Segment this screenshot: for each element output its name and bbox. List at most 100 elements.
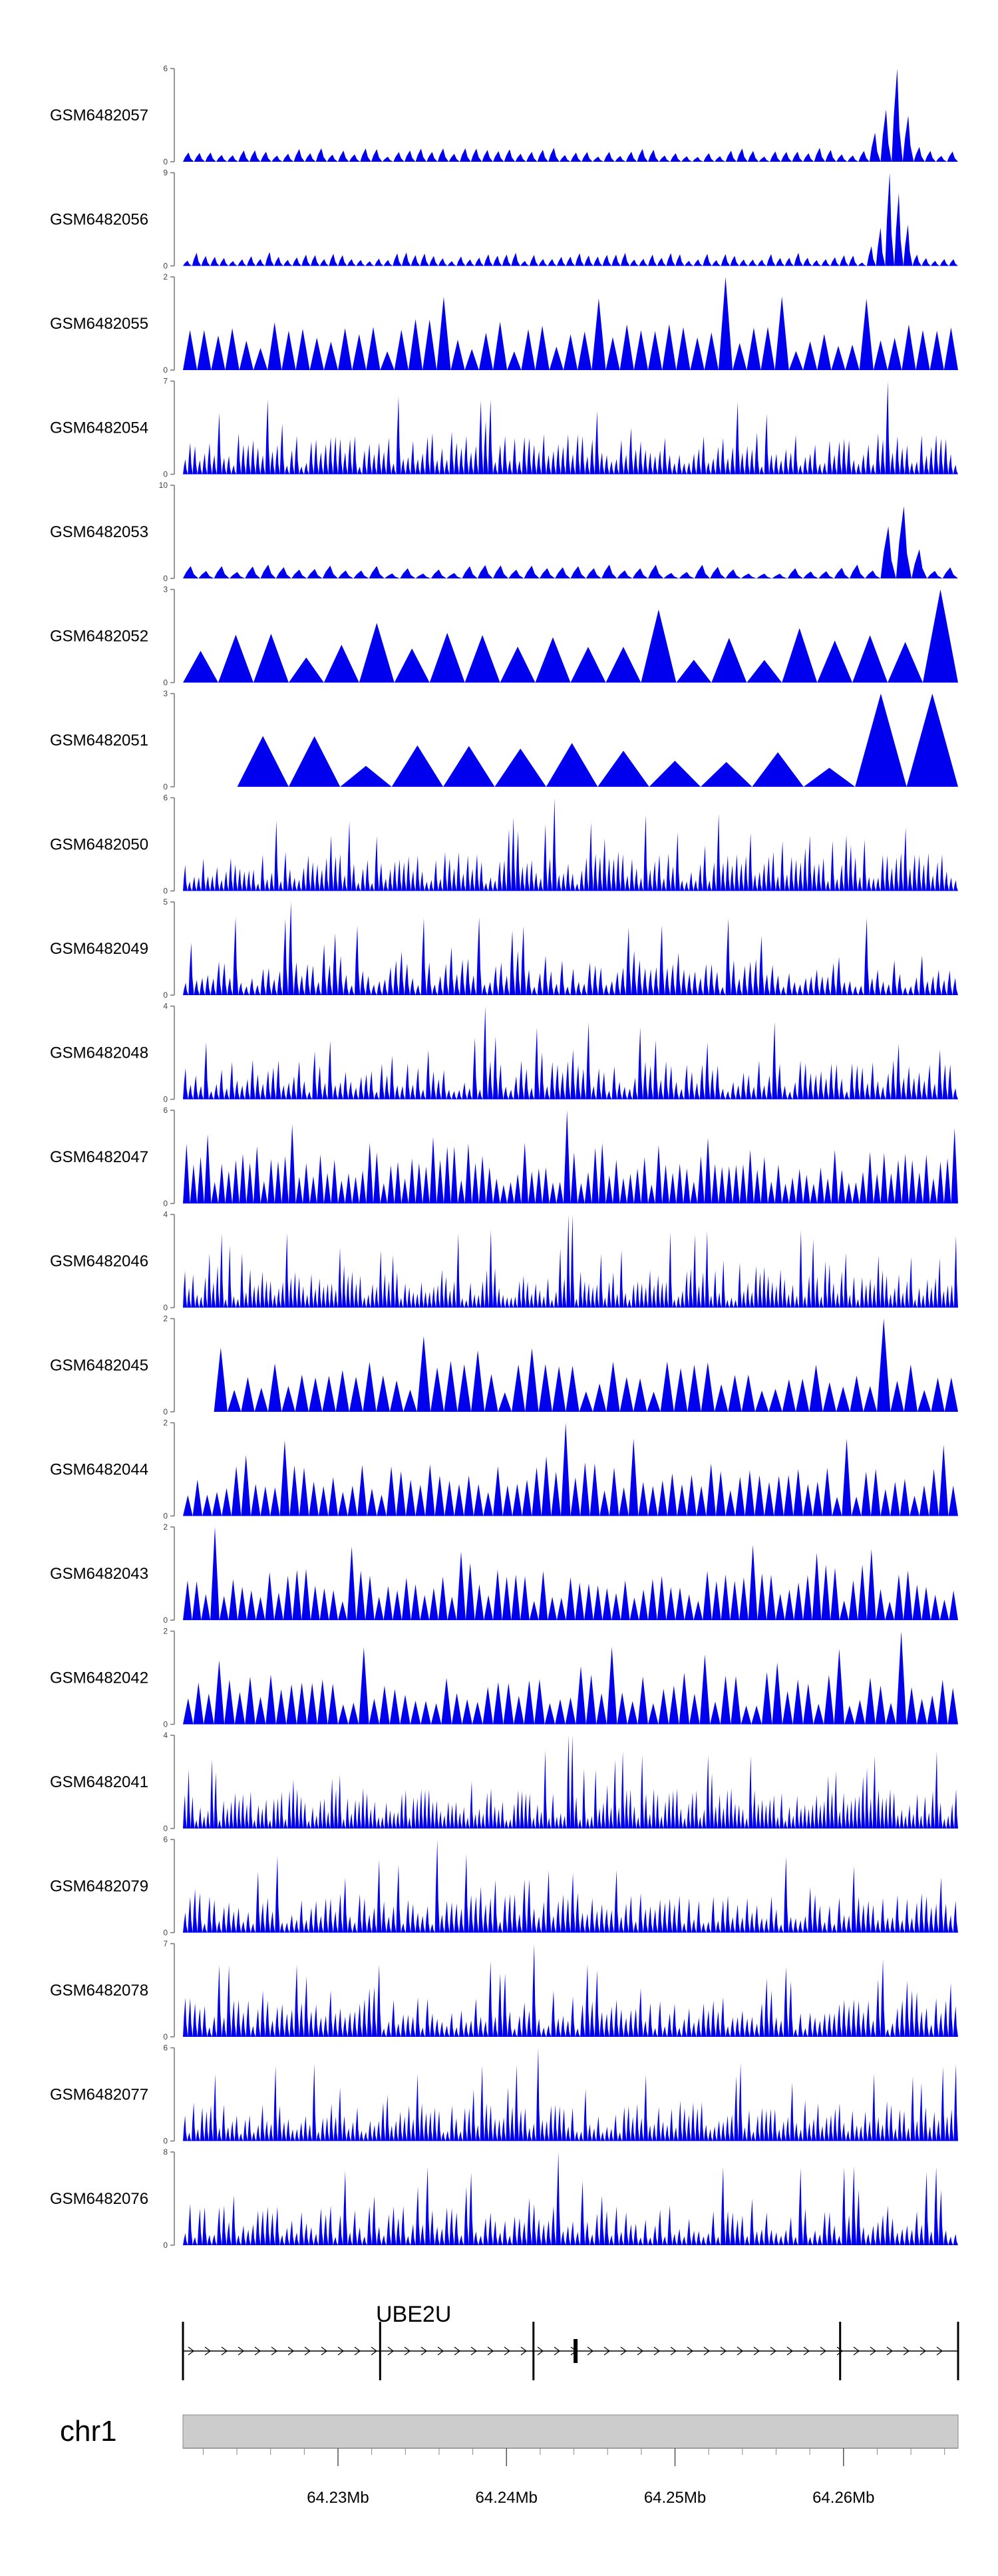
strand-arrow — [587, 2346, 593, 2356]
tick-label: 64.24Mb — [476, 2489, 538, 2507]
coverage-area — [183, 589, 958, 683]
track-GSM6482044: GSM6482044 2 0 — [50, 1418, 958, 1521]
strand-arrow — [653, 2346, 660, 2356]
y-max-label: 4 — [163, 1002, 168, 1011]
strand-arrow — [204, 2346, 211, 2356]
track-label: GSM6482078 — [50, 1982, 148, 2000]
y-max-label: 6 — [163, 1106, 168, 1115]
track-GSM6482046: GSM6482046 4 0 — [50, 1210, 958, 1313]
y-min-label: 0 — [163, 470, 168, 479]
y-min-label: 0 — [163, 2241, 168, 2250]
coverage-area — [183, 172, 958, 266]
track-label: GSM6482050 — [50, 836, 148, 854]
track-GSM6482042: GSM6482042 2 0 — [50, 1627, 958, 1729]
y-min-label: 0 — [163, 2137, 168, 2146]
strand-arrow — [753, 2346, 760, 2356]
y-min-label: 0 — [163, 262, 168, 271]
y-max-label: 10 — [159, 481, 168, 490]
strand-arrow — [903, 2346, 910, 2356]
ideogram-track: chr1 64.23Mb 64.24Mb 64.25Mb 64.26Mb — [60, 2414, 959, 2507]
strand-arrow — [820, 2346, 826, 2356]
strand-arrow — [770, 2346, 776, 2356]
y-min-label: 0 — [163, 1928, 168, 1938]
y-max-label: 2 — [163, 1522, 168, 1532]
y-max-label: 6 — [163, 64, 168, 73]
tick-label: 64.23Mb — [307, 2489, 369, 2507]
exon — [379, 2322, 381, 2380]
strand-arrow — [803, 2346, 810, 2356]
chromosome-band — [182, 2414, 959, 2449]
track-GSM6482045: GSM6482045 2 0 — [50, 1314, 959, 1416]
strand-arrow — [271, 2346, 277, 2356]
y-max-label: 7 — [163, 377, 168, 386]
strand-arrow — [637, 2346, 643, 2356]
track-label: GSM6482076 — [50, 2190, 148, 2208]
strand-arrow — [287, 2346, 294, 2356]
strand-arrow — [454, 2346, 460, 2356]
chromosome-label: chr1 — [60, 2415, 117, 2448]
coverage-area — [183, 69, 958, 162]
track-GSM6482056: GSM6482056 9 0 — [50, 168, 958, 271]
track-label: GSM6482055 — [50, 315, 148, 333]
track-label: GSM6482041 — [50, 1773, 148, 1791]
y-min-label: 0 — [163, 1303, 168, 1313]
strand-arrow — [886, 2346, 893, 2356]
track-label: GSM6482046 — [50, 1253, 148, 1271]
track-label: GSM6482056 — [50, 211, 148, 229]
strand-arrow — [371, 2346, 377, 2356]
y-max-label: 8 — [163, 2147, 168, 2157]
strand-arrow — [304, 2346, 311, 2356]
strand-arrow — [238, 2346, 244, 2356]
track-GSM6482047: GSM6482047 6 0 — [50, 1106, 958, 1208]
track-GSM6482079: GSM6482079 6 0 — [50, 1835, 958, 1938]
y-max-label: 2 — [163, 1314, 168, 1323]
track-GSM6482043: GSM6482043 2 0 — [50, 1522, 958, 1625]
track-GSM6482054: GSM6482054 7 0 — [50, 377, 958, 479]
strand-arrow — [437, 2346, 444, 2356]
strand-arrow — [703, 2346, 710, 2356]
track-GSM6482051: GSM6482051 3 0 — [50, 689, 959, 791]
strand-arrow — [188, 2346, 194, 2356]
track-label: GSM6482077 — [50, 2086, 148, 2104]
y-max-label: 3 — [163, 689, 168, 698]
y-min-label: 0 — [163, 1407, 168, 1416]
strand-arrow — [404, 2346, 411, 2356]
track-GSM6482048: GSM6482048 4 0 — [50, 1002, 958, 1104]
exon — [839, 2322, 842, 2380]
y-min-label: 0 — [163, 1615, 168, 1625]
y-min-label: 0 — [163, 678, 168, 688]
coverage-area — [183, 277, 958, 370]
strand-arrow — [387, 2346, 394, 2356]
coverage-area — [183, 1631, 958, 1725]
track-GSM6482078: GSM6482078 7 0 — [50, 1939, 958, 2041]
y-max-label: 6 — [163, 2043, 168, 2053]
track-GSM6482077: GSM6482077 6 0 — [50, 2043, 958, 2146]
strand-arrow — [470, 2346, 477, 2356]
gene-label: UBE2U — [376, 2302, 451, 2327]
strand-arrow — [554, 2346, 560, 2356]
coverage-area — [183, 1839, 958, 1933]
coverage-area — [183, 381, 958, 475]
track-GSM6482057: GSM6482057 6 0 — [50, 64, 958, 166]
y-min-label: 0 — [163, 1512, 168, 1521]
coverage-area — [183, 506, 958, 578]
y-max-label: 2 — [163, 1627, 168, 1636]
track-label: GSM6482049 — [50, 940, 148, 958]
coverage-area — [183, 1944, 958, 2037]
y-min-label: 0 — [163, 365, 168, 375]
track-label: GSM6482052 — [50, 628, 148, 646]
track-label: GSM6482051 — [50, 732, 148, 750]
strand-arrow — [504, 2346, 510, 2356]
strand-arrow — [603, 2346, 610, 2356]
coverage-area — [183, 2152, 958, 2245]
y-min-label: 0 — [163, 782, 168, 791]
track-label: GSM6482044 — [50, 1461, 148, 1479]
coverage-area — [183, 902, 958, 995]
coverage-area — [183, 1006, 958, 1100]
y-min-label: 0 — [163, 887, 168, 896]
coverage-area — [183, 1527, 958, 1620]
track-GSM6482055: GSM6482055 2 0 — [50, 272, 958, 375]
track-GSM6482049: GSM6482049 5 0 — [50, 897, 958, 1000]
coverage-area — [183, 2047, 958, 2141]
